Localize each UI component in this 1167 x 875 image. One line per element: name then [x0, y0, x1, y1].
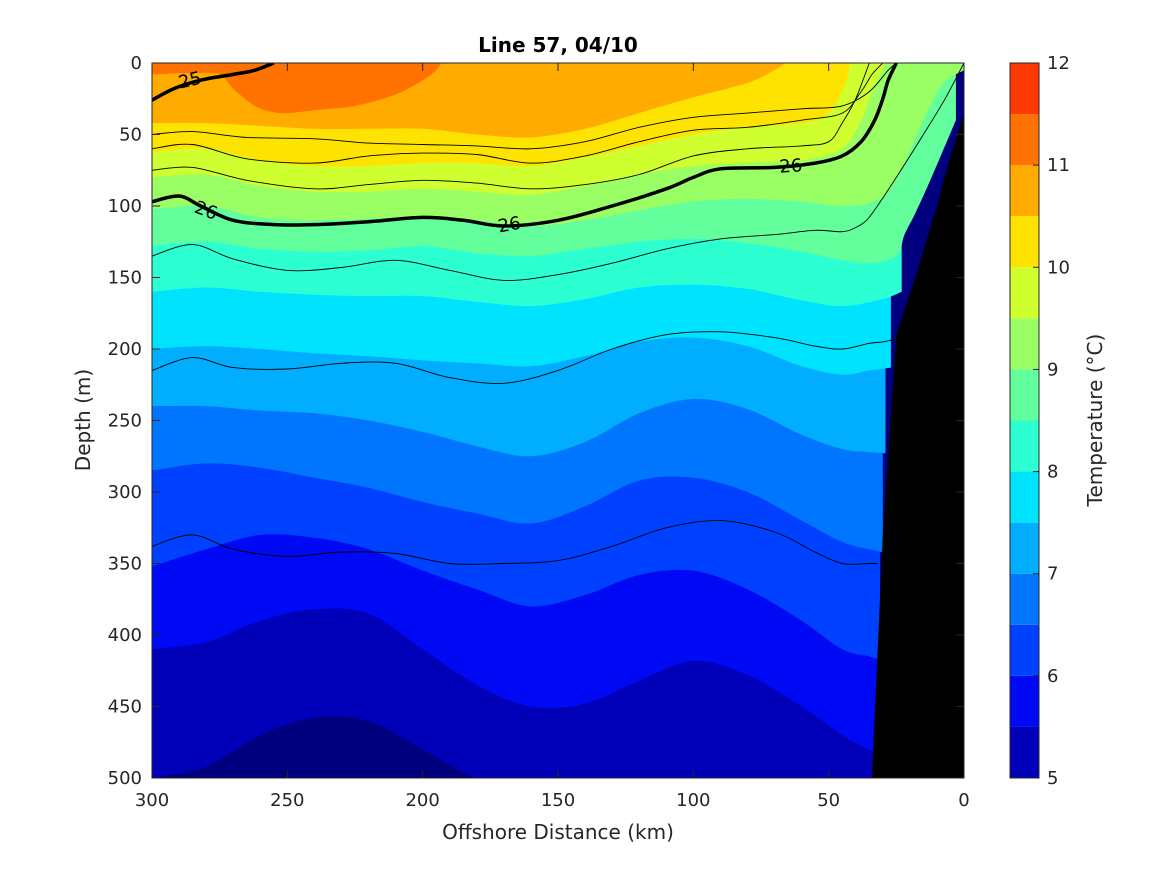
- density-contour-2: [152, 63, 884, 164]
- y-axis-label: Depth (m): [71, 369, 95, 471]
- colorbar-segment-9.5: [1010, 267, 1039, 319]
- colorbar-segment-10.5: [1010, 165, 1039, 217]
- density-contour-5: [152, 331, 897, 384]
- density-contour-4: [152, 63, 964, 281]
- density-contour-1: [152, 63, 897, 150]
- x-axis-label: Offshore Distance (km): [442, 820, 674, 844]
- colorbar-segment-5.5: [1010, 675, 1039, 727]
- colorbar-tick-label: 8: [1047, 462, 1058, 483]
- colorbar: 5 6 7 8 9 10 11 12: [1009, 53, 1070, 789]
- y-tick-label: 50: [119, 125, 142, 146]
- y-axis: 0 50 100 150 200 250 300 350 400 450 500: [108, 53, 964, 789]
- colorbar-segment-11.5: [1010, 63, 1039, 115]
- colorbar-tick-label: 7: [1047, 564, 1058, 585]
- contour-label-group-4: 26: [779, 155, 803, 178]
- colorbar-tick-label: 10: [1047, 257, 1070, 278]
- colorbar-label: Temperature (°C): [1083, 334, 1107, 508]
- y-tick-label: 450: [108, 697, 142, 718]
- seafloor-mask-layer: [872, 113, 964, 778]
- contour-label-26: 26: [496, 213, 522, 238]
- y-tick-label: 350: [108, 554, 142, 575]
- colorbar-segment-11: [1010, 114, 1039, 166]
- colorbar-tick-label: 5: [1047, 768, 1058, 789]
- chart-title: Line 57, 04/10: [478, 33, 638, 57]
- x-tick-label: 300: [135, 790, 169, 811]
- density-contour-25-bold: [152, 63, 275, 102]
- y-tick-label: 250: [108, 411, 142, 432]
- colorbar-segment-5: [1010, 726, 1039, 778]
- x-tick-label: 150: [541, 790, 575, 811]
- y-tick-label: 150: [108, 268, 142, 289]
- y-tick-label: 100: [108, 196, 142, 217]
- colorbar-segment-10: [1010, 216, 1039, 268]
- x-tick-label: 250: [270, 790, 304, 811]
- colorbar-segment-6.5: [1010, 573, 1039, 625]
- colorbar-tick-label: 6: [1047, 666, 1058, 687]
- y-tick-label: 300: [108, 482, 142, 503]
- colorbar-segment-8: [1010, 420, 1039, 472]
- x-tick-label: 200: [405, 790, 439, 811]
- seafloor-mask: [872, 113, 964, 778]
- x-tick-label: 0: [958, 790, 969, 811]
- contour-label-26: 26: [779, 155, 803, 178]
- x-tick-label: 50: [817, 790, 840, 811]
- colorbar-segment-6: [1010, 624, 1039, 676]
- density-contour-3: [152, 63, 870, 190]
- y-tick-label: 0: [131, 53, 142, 74]
- colorbar-segment-9: [1010, 318, 1039, 370]
- colorbar-tick-label: 12: [1047, 53, 1070, 74]
- colorbar-tick-label: 9: [1047, 359, 1058, 380]
- colorbar-segment-8.5: [1010, 369, 1039, 421]
- density-contour-26-bold: [152, 63, 898, 228]
- temperature-fill-layer: [152, 63, 964, 778]
- y-tick-label: 400: [108, 625, 142, 646]
- colorbar-segment-7: [1010, 522, 1039, 574]
- density-contour-6: [152, 520, 878, 565]
- contour-label-group-3: 26: [496, 213, 522, 238]
- y-tick-label: 500: [108, 768, 142, 789]
- colorbar-tick-label: 11: [1047, 155, 1070, 176]
- x-tick-label: 100: [676, 790, 710, 811]
- colorbar-frame: [1009, 62, 1040, 779]
- colorbar-segment-7.5: [1010, 471, 1039, 523]
- density-contour-layer: [152, 63, 964, 565]
- x-axis: 300 250 200 150 100 50 0: [135, 63, 970, 811]
- y-tick-label: 200: [108, 339, 142, 360]
